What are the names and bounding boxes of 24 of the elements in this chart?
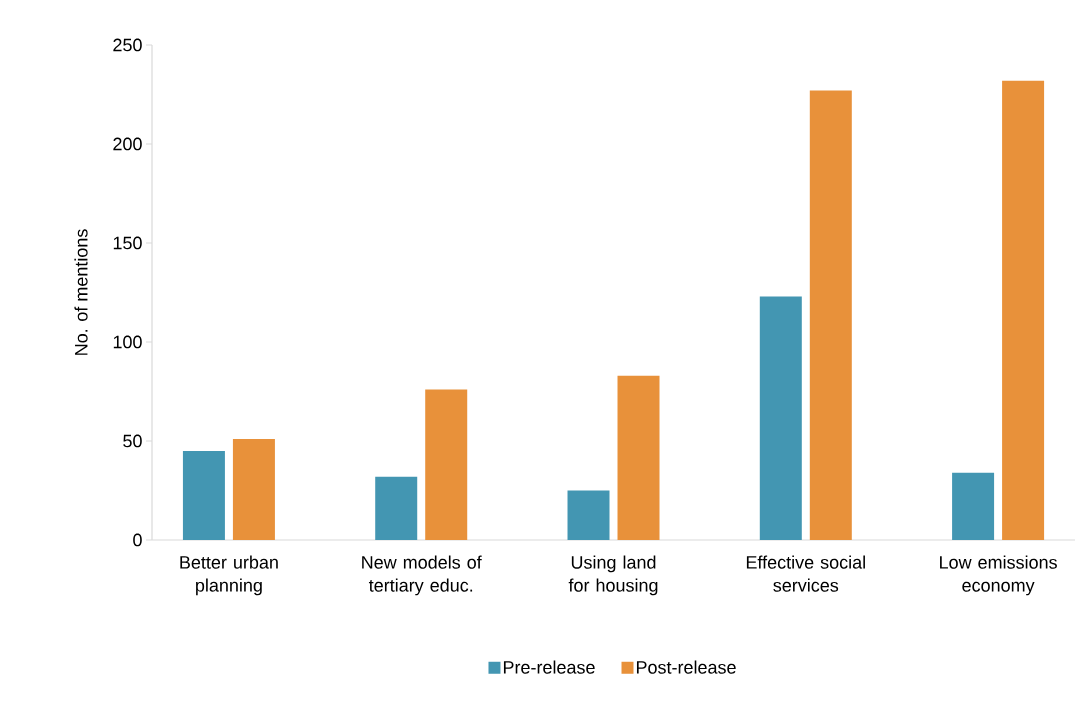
bar <box>232 439 275 540</box>
legend-label: Pre-release <box>503 660 595 674</box>
x-tick-label: Better urban planning <box>180 555 278 596</box>
y-tick-label: 50 <box>123 434 142 448</box>
legend-label: Post-release <box>636 660 736 674</box>
x-tick-label: New models of tertiary educ. <box>362 555 482 596</box>
bar <box>567 490 610 540</box>
y-tick-label: 100 <box>113 335 142 349</box>
x-tick-label: Using land for housing <box>568 555 658 596</box>
x-tick-label: Effective social services <box>746 555 865 592</box>
y-tick-label: 0 <box>133 533 142 547</box>
bar <box>809 90 852 540</box>
y-tick-label: 150 <box>113 236 142 250</box>
bar <box>182 450 225 540</box>
bar <box>1002 80 1045 540</box>
bar <box>425 389 468 540</box>
y-tick-label: 250 <box>113 38 142 52</box>
y-tick-label: 200 <box>113 137 142 151</box>
y-axis-title: No. of mentions <box>74 229 88 355</box>
bar <box>759 296 802 540</box>
bar <box>375 476 418 540</box>
bar <box>952 472 995 540</box>
bar <box>617 375 660 540</box>
x-tick-label: Low emissions economy <box>940 555 1057 596</box>
